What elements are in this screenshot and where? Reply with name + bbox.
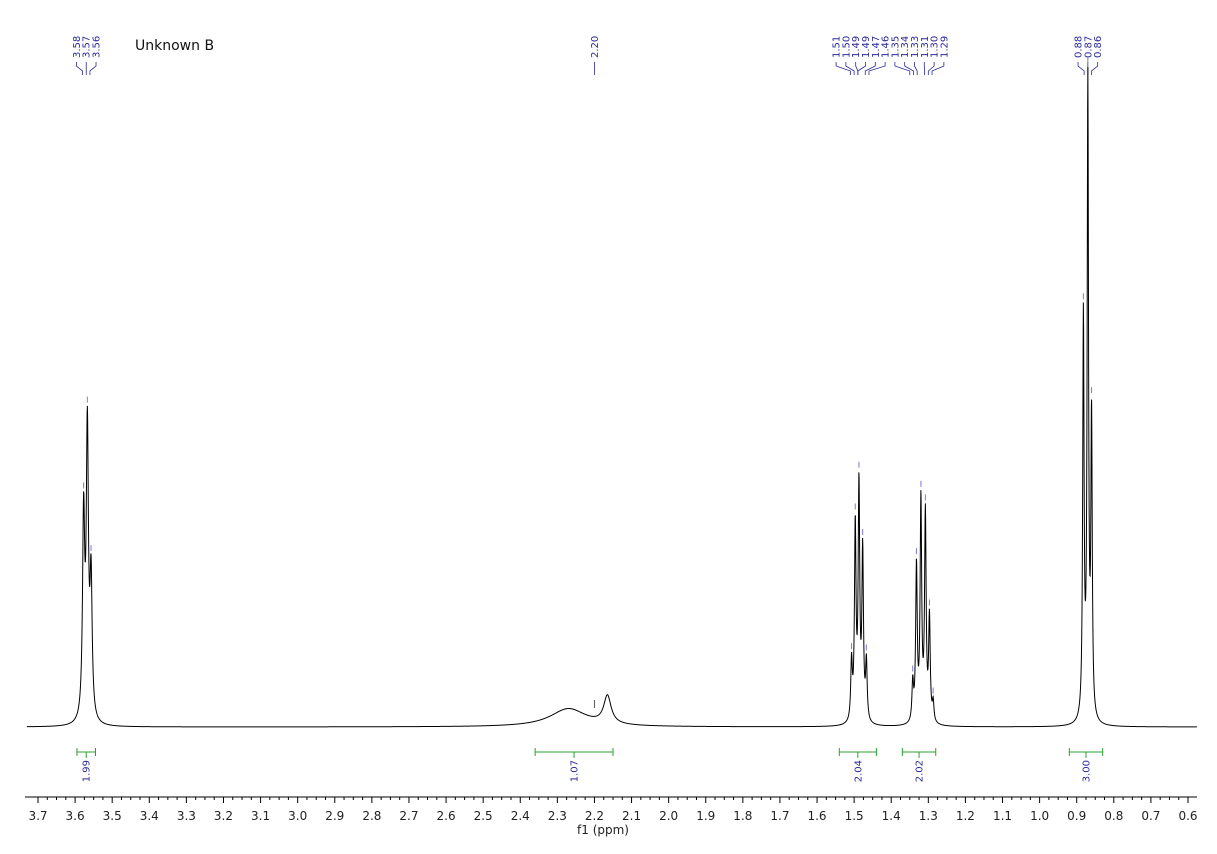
peak-label: 1.31	[920, 36, 931, 58]
x-tick-label: 0.6	[1178, 809, 1197, 823]
peak-label: 1.50	[841, 36, 852, 58]
x-tick-label: 1.0	[1030, 809, 1049, 823]
peak-label-connector	[868, 62, 886, 75]
x-axis-ticks: 3.7 3.6 3.5 3.4 3.3 3.2 3.1 3.0 2.9 2.8 2.7 2.6 2.5 2…	[28, 797, 1198, 823]
peak-label: 1.33	[910, 36, 921, 58]
peak-label-connector	[894, 62, 911, 75]
x-tick-label: 2.2	[585, 809, 604, 823]
peak-label-connector	[89, 62, 97, 75]
x-tick-label: 2.6	[437, 809, 456, 823]
peak-label-connector	[927, 62, 935, 75]
x-tick-label: 1.4	[882, 809, 901, 823]
chart-title: Unknown B	[135, 38, 214, 54]
x-tick-label: 3.3	[177, 809, 196, 823]
x-tick-label: 2.8	[362, 809, 381, 823]
x-tick-label: 2.4	[511, 809, 530, 823]
x-tick-label: 1.3	[919, 809, 938, 823]
peak-label: 0.87	[1083, 36, 1094, 58]
spectrum-trace	[26, 67, 1197, 728]
peak-label: 3.57	[82, 36, 93, 58]
peak-label: 2.20	[590, 36, 601, 58]
x-tick-label: 2.0	[659, 809, 678, 823]
integral-value: 2.02	[915, 760, 926, 782]
x-axis-title: f1 (ppm)	[577, 823, 629, 837]
integral-value: 1.99	[82, 760, 93, 782]
x-tick-label: 2.1	[622, 809, 641, 823]
x-tick-label: 3.7	[28, 809, 47, 823]
peak-label: 1.35	[890, 36, 901, 58]
peak-marker-group	[83, 57, 1093, 708]
peak-label-group: 3.583.573.56 2.20 1.511.501.491.491.471.46…	[72, 36, 1104, 75]
x-tick-label: 0.8	[1104, 809, 1123, 823]
peak-label-connector	[835, 62, 851, 75]
peak-label: 3.58	[72, 36, 83, 58]
integral-value: 2.04	[853, 760, 864, 782]
x-tick-label: 1.6	[807, 809, 826, 823]
integral-value: 3.00	[1081, 760, 1092, 782]
peak-label-connector	[845, 62, 855, 75]
x-tick-label: 1.2	[956, 809, 975, 823]
peak-label: 1.51	[832, 36, 843, 58]
peak-label: 1.29	[939, 36, 950, 58]
x-tick-label: 2.7	[399, 809, 418, 823]
x-tick-label: 2.5	[474, 809, 493, 823]
x-tick-label: 3.4	[140, 809, 159, 823]
x-tick-label: 2.9	[325, 809, 344, 823]
peak-label: 0.86	[1093, 36, 1104, 58]
x-tick-label: 2.3	[548, 809, 567, 823]
x-tick-label: 0.9	[1067, 809, 1086, 823]
peak-label-connector	[914, 62, 918, 75]
peak-label: 1.30	[930, 36, 941, 58]
peak-label-connector	[1091, 62, 1099, 75]
x-tick-label: 1.5	[845, 809, 864, 823]
peak-label: 1.34	[900, 36, 911, 58]
x-tick-label: 3.6	[66, 809, 85, 823]
peak-label-connector	[864, 62, 876, 75]
x-tick-label: 3.2	[214, 809, 233, 823]
x-tick-label: 1.1	[993, 809, 1012, 823]
peak-label: 3.56	[92, 36, 103, 58]
x-tick-label: 3.1	[251, 809, 270, 823]
x-tick-label: 0.7	[1141, 809, 1160, 823]
integral-value: 1.07	[570, 760, 581, 782]
peak-label: 1.46	[881, 36, 892, 58]
peak-label: 1.49	[861, 36, 872, 58]
x-tick-label: 3.5	[103, 809, 122, 823]
peak-label: 1.47	[871, 36, 882, 58]
integral-group: 1.99 1.07 2.04 2.02 3.00	[76, 748, 1104, 782]
peak-label-connector	[904, 62, 914, 75]
x-tick-label: 1.8	[733, 809, 752, 823]
peak-label-connector	[76, 62, 83, 75]
x-tick-label: 1.9	[696, 809, 715, 823]
peak-label-connector	[1077, 62, 1085, 75]
peak-label: 0.88	[1074, 36, 1085, 58]
peak-label-connector	[857, 62, 866, 75]
peak-label: 1.49	[851, 36, 862, 58]
x-tick-label: 3.0	[288, 809, 307, 823]
peak-label-connector	[931, 62, 945, 75]
x-tick-label: 1.7	[770, 809, 789, 823]
